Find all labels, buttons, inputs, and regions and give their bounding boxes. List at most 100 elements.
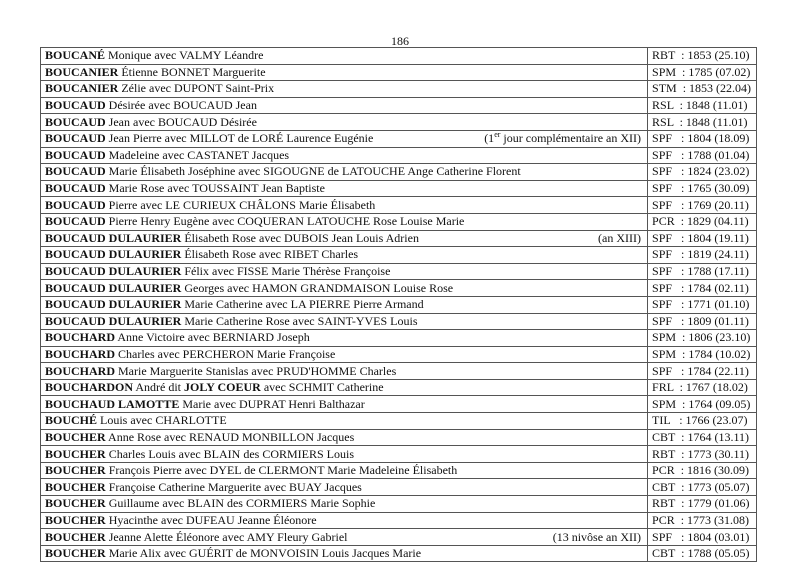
entry-cell: BOUCAUD Désirée avec BOUCAUD Jean xyxy=(39,96,649,115)
surname: BOUCHER xyxy=(45,496,106,511)
entry-cell: BOUCANIER Zélie avec DUPONT Saint-Prix xyxy=(39,80,649,98)
surname: BOUCHARDON xyxy=(45,380,134,395)
entry-cell: BOUCAUD Pierre Henry Eugène avec COQUERA… xyxy=(39,212,649,231)
parish-date-cell: SPF : 1769 (20.11) xyxy=(647,196,757,214)
entry-cell: BOUCAUD DULAURIER Élisabeth Rose avec RI… xyxy=(39,246,649,264)
entry-text: Hyacinthe avec DUFEAU Jeanne Éléonore xyxy=(105,512,317,527)
entry-text: Charles Louis avec BLAIN des CORMIERS Lo… xyxy=(105,446,354,461)
entry-cell: BOUCAUD Marie Rose avec TOUSSAINT Jean B… xyxy=(39,179,649,198)
entry-text: Marie Élisabeth Joséphine avec SIGOUGNE … xyxy=(105,164,521,179)
entry-text: Louis avec CHARLOTTE xyxy=(97,413,227,428)
entry-cell: BOUCANÉ Monique avec VALMY Léandre xyxy=(39,47,649,65)
surname: JOLY COEUR xyxy=(184,380,261,395)
surname: BOUCAUD DULAURIER xyxy=(45,230,182,245)
table-row: BOUCHER Charles Louis avec BLAIN des COR… xyxy=(39,445,757,463)
entry-text: Jean Pierre avec MILLOT de LORÉ Laurence… xyxy=(105,131,374,146)
page-number: 186 xyxy=(391,34,409,48)
table-row: BOUCHER Hyacinthe avec DUFEAU Jeanne Élé… xyxy=(39,511,757,530)
entry-cell: BOUCHARD Marie Marguerite Stanislas avec… xyxy=(39,362,649,380)
parish-date-cell: SPF : 1824 (23.02) xyxy=(647,163,757,181)
parish-date-cell: SPF : 1804 (03.01) xyxy=(647,528,757,546)
parish-date-cell: PCR : 1829 (04.11) xyxy=(647,212,757,231)
entry-text: Guillaume avec BLAIN des CORMIERS Marie … xyxy=(105,496,376,511)
parish-date-cell: STM : 1853 (22.04) xyxy=(647,80,757,98)
entry-cell: BOUCAUD DULAURIER Georges avec HAMON GRA… xyxy=(39,279,649,297)
entry-text: Pierre Henry Eugène avec COQUERAN LATOUC… xyxy=(105,214,465,229)
surname: BOUCHER xyxy=(45,546,106,561)
parish-date-cell: CBT : 1764 (13.11) xyxy=(647,428,757,447)
entry-text: François Pierre avec DYEL de CLERMONT Ma… xyxy=(105,463,458,478)
entry-text: avec SCHMIT Catherine xyxy=(260,380,384,395)
table-row: (13 nivôse an XII) BOUCHER Jeanne Alette … xyxy=(39,528,757,546)
entry-text: Jean avec BOUCAUD Désirée xyxy=(105,114,257,129)
entry-text: Désirée avec BOUCAUD Jean xyxy=(105,98,257,113)
table-row: BOUCHAUD LAMOTTE Marie avec DUPRAT Henri… xyxy=(39,395,757,414)
surname: BOUCANIER xyxy=(45,64,119,79)
entry-text: Anne Victoire avec BERNIARD Joseph xyxy=(115,330,310,345)
entry-cell: BOUCAUD DULAURIER Félix avec FISSE Marie… xyxy=(39,262,649,281)
table-row: BOUCAUD Pierre avec LE CURIEUX CHÂLONS M… xyxy=(39,196,757,214)
table-row: BOUCAUD Désirée avec BOUCAUD Jean RSL : 1… xyxy=(39,96,757,115)
surname: BOUCHARD xyxy=(45,363,116,378)
entry-cell: BOUCHAUD LAMOTTE Marie avec DUPRAT Henri… xyxy=(39,395,649,414)
surname: BOUCAUD xyxy=(45,147,106,162)
surname: BOUCHARD xyxy=(45,346,116,361)
surname: BOUCAUD xyxy=(45,164,106,179)
parish-date-cell: CBT : 1773 (05.07) xyxy=(647,478,757,497)
entry-cell: BOUCHER Charles Louis avec BLAIN des COR… xyxy=(39,445,649,463)
entry-text: Étienne BONNET Marguerite xyxy=(118,64,266,79)
entry-text: Georges avec HAMON GRANDMAISON Louise Ro… xyxy=(181,280,454,295)
entry-text: Pierre avec LE CURIEUX CHÂLONS Marie Éli… xyxy=(105,197,376,212)
parish-date-cell: SPF : 1819 (24.11) xyxy=(647,246,757,264)
parish-date-cell: RSL : 1848 (11.01) xyxy=(647,113,757,131)
surname: BOUCHAUD LAMOTTE xyxy=(45,396,180,411)
parish-date-cell: RSL : 1848 (11.01) xyxy=(647,96,757,115)
surname: BOUCAUD DULAURIER xyxy=(45,280,182,295)
entry-cell: BOUCHER Guillaume avec BLAIN des CORMIER… xyxy=(39,495,649,513)
entry-text: Charles avec PERCHERON Marie Françoise xyxy=(115,346,336,361)
note-text: er xyxy=(494,130,501,140)
entry-text: Marie avec DUPRAT Henri Balthazar xyxy=(179,396,365,411)
parish-date-cell: SPF : 1788 (01.04) xyxy=(647,146,757,165)
entry-cell: (1er jour complémentaire an XII) BOUCAUD … xyxy=(39,129,649,148)
surname: BOUCHÉ xyxy=(45,413,98,428)
parish-date-cell: RBT : 1779 (01.06) xyxy=(647,495,757,513)
entry-cell: BOUCHARD Charles avec PERCHERON Marie Fr… xyxy=(39,345,649,364)
surname: BOUCAUD DULAURIER xyxy=(45,313,182,328)
table-row: (1er jour complémentaire an XII) BOUCAUD … xyxy=(39,129,757,148)
surname: BOUCHER xyxy=(45,463,106,478)
table-row: BOUCHER Françoise Catherine Marguerite a… xyxy=(39,478,757,497)
table-row: BOUCHER Guillaume avec BLAIN des CORMIER… xyxy=(39,495,757,513)
table-row: BOUCANIER Zélie avec DUPONT Saint-Prix ST… xyxy=(39,80,757,98)
parish-date-cell: CBT : 1788 (05.05) xyxy=(647,544,757,563)
entry-cell: (an XIII) BOUCAUD DULAURIER Élisabeth Ros… xyxy=(39,229,649,248)
surname: BOUCAUD xyxy=(45,214,106,229)
surname: BOUCANÉ xyxy=(45,48,106,63)
parish-date-cell: SPF : 1804 (19.11) xyxy=(647,229,757,248)
surname: BOUCAUD xyxy=(45,114,106,129)
table-row: BOUCAUD Madeleine avec CASTANET Jacques S… xyxy=(39,146,757,165)
table-row: BOUCAUD DULAURIER Marie Catherine avec L… xyxy=(39,295,757,314)
entry-text: Anne Rose avec RENAUD MONBILLON Jacques xyxy=(105,429,355,444)
entry-cell: BOUCHÉ Louis avec CHARLOTTE xyxy=(39,412,649,430)
surname: BOUCAUD DULAURIER xyxy=(45,247,182,262)
surname: BOUCAUD DULAURIER xyxy=(45,297,182,312)
table-row: BOUCANIER Étienne BONNET Marguerite SPM :… xyxy=(39,63,757,82)
table-row: BOUCANÉ Monique avec VALMY Léandre RBT : … xyxy=(39,47,757,65)
entry-text: Marie Rose avec TOUSSAINT Jean Baptiste xyxy=(105,181,325,196)
entry-text: Marie Marguerite Stanislas avec PRUD'HOM… xyxy=(115,363,397,378)
entry-text: Élisabeth Rose avec DUBOIS Jean Louis Ad… xyxy=(181,230,419,245)
entry-text: Marie Catherine Rose avec SAINT-YVES Lou… xyxy=(181,313,418,328)
entry-text: Marie Catherine avec LA PIERRE Pierre Ar… xyxy=(181,297,424,312)
entry-cell: BOUCHARD Anne Victoire avec BERNIARD Jos… xyxy=(39,329,649,347)
entry-cell: BOUCAUD DULAURIER Marie Catherine Rose a… xyxy=(39,312,649,331)
surname: BOUCHARD xyxy=(45,330,116,345)
table-row: BOUCAUD Marie Élisabeth Joséphine avec S… xyxy=(39,163,757,181)
entry-cell: (13 nivôse an XII) BOUCHER Jeanne Alette … xyxy=(39,528,649,546)
surname: BOUCHER xyxy=(45,429,106,444)
surname: BOUCHER xyxy=(45,512,106,527)
table-row: BOUCAUD DULAURIER Georges avec HAMON GRA… xyxy=(39,279,757,297)
entry-cell: BOUCAUD DULAURIER Marie Catherine avec L… xyxy=(39,295,649,314)
entry-cell: BOUCHER Marie Alix avec GUÉRIT de MONVOI… xyxy=(39,544,649,563)
entry-cell: BOUCAUD Pierre avec LE CURIEUX CHÂLONS M… xyxy=(39,196,649,214)
